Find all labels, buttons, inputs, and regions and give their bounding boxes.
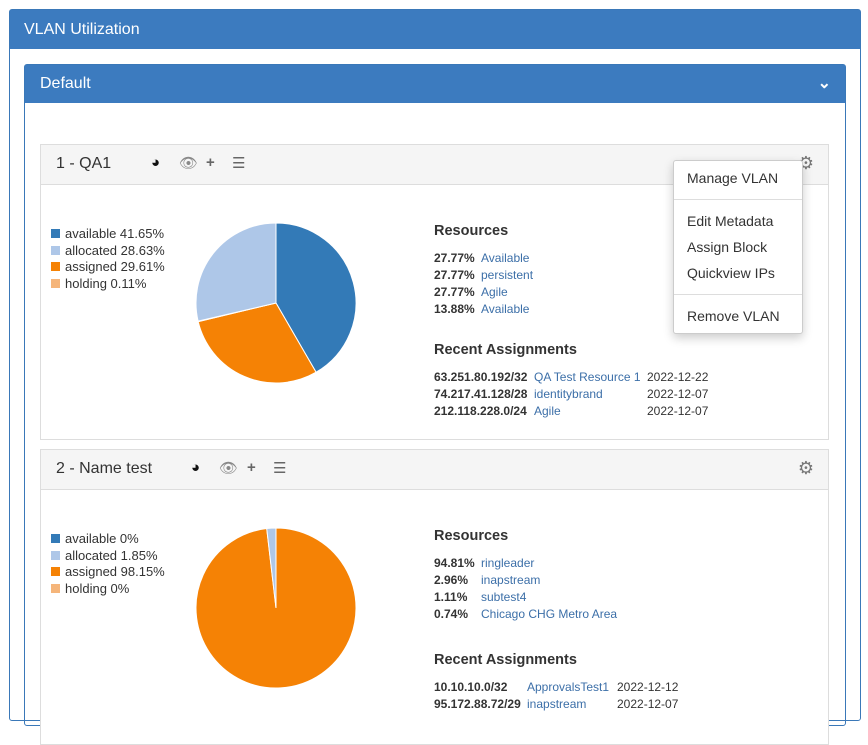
- utilization-pie-chart: [195, 527, 357, 689]
- eye-icon[interactable]: 👁: [179, 155, 199, 172]
- menu-divider: [674, 294, 802, 295]
- pie-slice-allocated: [266, 527, 277, 609]
- resource-row: 27.77% Agile: [434, 285, 508, 299]
- assignment-row: 63.251.80.192/32 QA Test Resource 1 2022-1…: [434, 370, 709, 384]
- resources-section: Resources 94.81% ringleader 2.96% inapstream…: [434, 528, 678, 713]
- menu-assign-block[interactable]: Assign Block: [687, 239, 768, 255]
- legend-swatch: [51, 245, 60, 255]
- resource-link[interactable]: Available: [481, 302, 530, 316]
- resource-row: 13.88% Available: [434, 302, 530, 316]
- pie-chart-icon[interactable]: ◕: [151, 154, 161, 171]
- group-title: Default: [40, 75, 91, 92]
- legend-item: available 41.65%: [51, 226, 165, 243]
- resource-link[interactable]: inapstream: [481, 573, 541, 587]
- legend-item: assigned 98.15%: [51, 564, 165, 581]
- resource-row: 27.77% Available: [434, 251, 530, 265]
- resource-link[interactable]: ringleader: [481, 556, 535, 570]
- resource-row: 1.11% subtest4: [434, 590, 527, 604]
- assignment-row: 74.217.41.128/28 identitybrand 2022-12-07: [434, 387, 709, 401]
- recent-assignments-heading: Recent Assignments: [434, 652, 577, 668]
- resource-row: 94.81% ringleader: [434, 556, 535, 570]
- gear-icon[interactable]: ⚙: [797, 458, 814, 478]
- pie-slice-allocated: [195, 222, 277, 322]
- resource-link[interactable]: subtest4: [481, 590, 527, 604]
- legend-item: holding 0.11%: [51, 276, 165, 293]
- assignment-link[interactable]: Agile: [534, 404, 561, 418]
- legend-item: allocated 28.63%: [51, 243, 165, 260]
- legend-swatch: [51, 229, 60, 238]
- resource-link[interactable]: persistent: [481, 268, 534, 282]
- pie-chart-icon[interactable]: ◕: [191, 459, 201, 476]
- plus-icon[interactable]: +: [247, 459, 256, 476]
- pie-slice-available: [275, 222, 357, 373]
- assignment-link[interactable]: ApprovalsTest1: [527, 680, 610, 694]
- recent-assignments-heading: Recent Assignments: [434, 342, 577, 358]
- legend-swatch: [51, 534, 60, 543]
- resources-section: Resources 27.77% Available 27.77% persistent…: [434, 223, 708, 420]
- legend-item: allocated 1.85%: [51, 548, 165, 565]
- assignment-link[interactable]: QA Test Resource 1: [534, 370, 641, 384]
- legend-swatch: [51, 550, 60, 560]
- group-header[interactable]: Default ⌄: [25, 65, 845, 103]
- legend-item: available 0%: [51, 531, 165, 548]
- menu-remove-vlan[interactable]: Remove VLAN: [687, 308, 780, 324]
- menu-manage-vlan[interactable]: Manage VLAN: [687, 170, 779, 186]
- resource-link[interactable]: Chicago CHG Metro Area: [481, 607, 618, 621]
- assignment-row: 212.118.228.0/24 Agile 2022-12-07: [434, 404, 709, 418]
- assignment-row: 10.10.10.0/32 ApprovalsTest1 2022-12-12: [434, 680, 679, 694]
- list-icon[interactable]: ☰: [232, 155, 246, 172]
- resource-row: 27.77% persistent: [434, 268, 534, 282]
- vlan-actions-menu: Manage VLAN Edit Metadata Assign Block Q…: [673, 160, 803, 334]
- vlan-title: 2 - Name test: [56, 460, 153, 477]
- resource-row: 0.74% Chicago CHG Metro Area: [434, 607, 618, 621]
- list-icon[interactable]: ☰: [273, 460, 287, 477]
- chevron-down-icon[interactable]: ⌄: [817, 75, 831, 92]
- vlan-title: 1 - QA1: [56, 155, 112, 172]
- legend-item: holding 0%: [51, 581, 165, 598]
- resource-link[interactable]: Available: [481, 251, 530, 265]
- menu-divider: [674, 199, 802, 200]
- vlan-utilization-panel: VLAN Utilization Default ⌄ 1 - QA1 ◕ 👁 + …: [9, 9, 861, 745]
- menu-quickview-ips[interactable]: Quickview IPs: [687, 265, 775, 281]
- legend-swatch: [51, 583, 60, 593]
- plus-icon[interactable]: +: [206, 154, 215, 171]
- legend-swatch: [51, 278, 60, 288]
- eye-icon[interactable]: 👁: [219, 460, 239, 477]
- resources-heading: Resources: [434, 528, 509, 544]
- utilization-pie-chart: [195, 222, 357, 384]
- resource-link[interactable]: Agile: [481, 285, 508, 299]
- assignment-link[interactable]: identitybrand: [534, 387, 603, 401]
- menu-edit-metadata[interactable]: Edit Metadata: [687, 213, 774, 229]
- legend-swatch: [51, 262, 60, 271]
- vlan-header: 2 - Name test ◕ 👁 + ☰ ⚙: [41, 450, 828, 490]
- assignment-row: 95.172.88.72/29 inapstream 2022-12-07: [434, 697, 679, 711]
- legend-item: assigned 29.61%: [51, 259, 165, 276]
- panel-title: VLAN Utilization: [10, 10, 860, 49]
- pie-slice-assigned: [197, 302, 317, 384]
- resource-row: 2.96% inapstream: [434, 573, 541, 587]
- vlan-panel: 2 - Name test ◕ 👁 + ☰ ⚙ available 0% allo…: [40, 449, 829, 745]
- resources-heading: Resources: [434, 223, 509, 239]
- legend-swatch: [51, 567, 60, 576]
- chart-legend: available 0% allocated 1.85% assigned 98.1…: [51, 531, 165, 597]
- chart-legend: available 41.65% allocated 28.63% assigned…: [51, 226, 165, 292]
- assignment-link[interactable]: inapstream: [527, 697, 587, 711]
